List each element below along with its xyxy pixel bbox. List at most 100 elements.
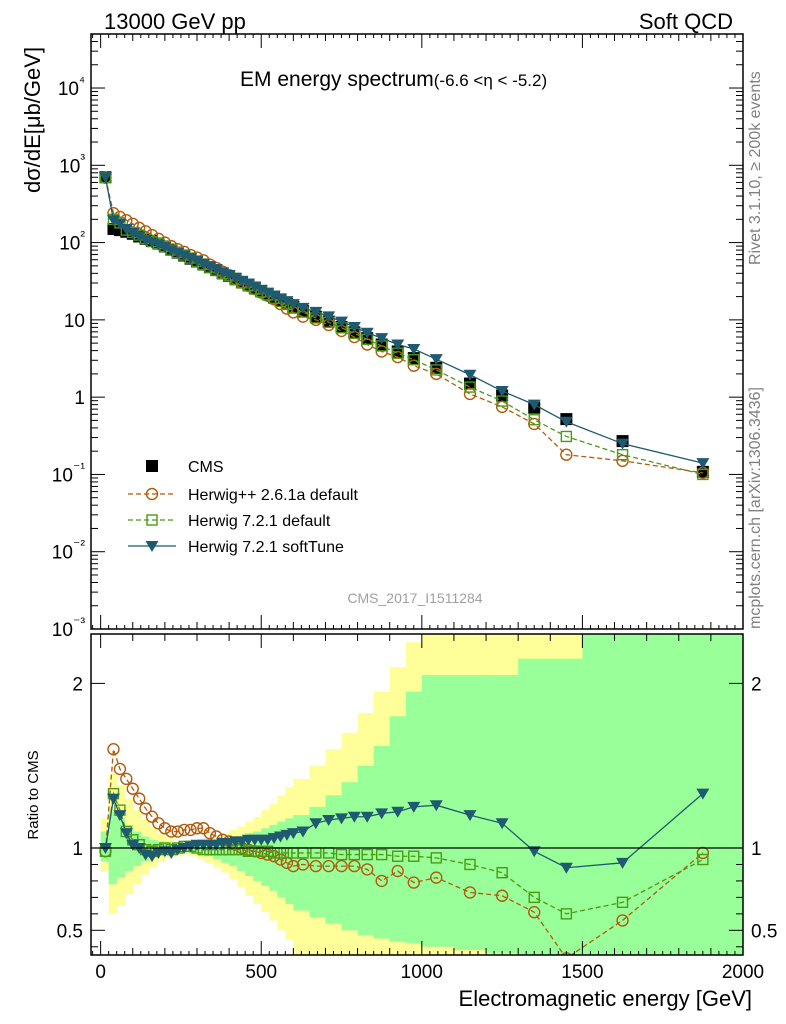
ratio-xtick-label: 1000 bbox=[401, 962, 443, 983]
main-data-point bbox=[273, 293, 287, 305]
green-band-bin bbox=[389, 716, 407, 942]
main-series-group bbox=[98, 171, 710, 481]
legend-marker bbox=[146, 514, 158, 526]
ratio-xtick-label: 1500 bbox=[561, 962, 603, 983]
ratio-data-point bbox=[249, 845, 261, 857]
main-ytick-base: 10 bbox=[59, 156, 80, 177]
main-data-point bbox=[254, 284, 268, 296]
main-data-point bbox=[429, 354, 443, 366]
main-ytick-label: 10⁻² bbox=[52, 537, 86, 564]
main-data-point bbox=[126, 228, 140, 240]
main-data-point bbox=[280, 296, 294, 308]
main-ylabel: dσ/dE[μb/GeV] bbox=[20, 47, 45, 193]
main-data-point bbox=[616, 438, 630, 450]
ratio-data-point bbox=[286, 828, 300, 840]
main-ytick-label: 10³ bbox=[59, 150, 85, 177]
ratio-data-point bbox=[113, 810, 127, 822]
ratio-data-point bbox=[361, 863, 374, 876]
ratio-data-point bbox=[274, 853, 287, 866]
green-band-bin bbox=[309, 806, 326, 918]
ratio-data-point bbox=[463, 810, 477, 822]
legend-label: CMS bbox=[188, 459, 224, 476]
main-data-point bbox=[463, 387, 477, 401]
main-data-point bbox=[335, 316, 349, 328]
ratio-data-point bbox=[261, 845, 274, 857]
green-band-bin bbox=[196, 844, 206, 855]
main-data-point bbox=[98, 172, 112, 184]
ratio-data-point bbox=[120, 772, 133, 786]
main-ytick-label: 10² bbox=[59, 228, 85, 255]
ratio-ytick-label-right: 0.5 bbox=[751, 921, 777, 942]
main-data-point bbox=[261, 287, 275, 299]
legend-label: Herwig 7.2.1 default bbox=[188, 513, 331, 530]
ratio-data-point bbox=[242, 845, 255, 857]
ratio-xtick-label: 0 bbox=[95, 962, 106, 983]
ratio-data-point bbox=[528, 906, 541, 919]
green-band-bin bbox=[550, 658, 583, 955]
main-ytick-exp: ² bbox=[80, 228, 85, 244]
main-ytick-exp: ⁴ bbox=[79, 73, 85, 89]
ratio-data-point bbox=[164, 847, 178, 859]
ratio-data-point bbox=[496, 866, 508, 879]
ratio-bands bbox=[100, 634, 744, 955]
ratio-data-point bbox=[430, 852, 442, 864]
green-band-bin bbox=[421, 675, 455, 947]
ratio-data-point bbox=[335, 813, 349, 825]
ratio-data-point bbox=[119, 828, 133, 840]
main-ytick-exp: ³ bbox=[80, 150, 85, 166]
ratio-series-line bbox=[104, 749, 704, 955]
ratio-data-point bbox=[190, 822, 204, 835]
green-band-bin bbox=[486, 675, 519, 954]
green-band-bin bbox=[188, 844, 198, 853]
main-series-line bbox=[104, 177, 704, 464]
main-data-point bbox=[463, 369, 477, 381]
main-data-point bbox=[119, 223, 133, 235]
main-ytick-label: 10⁻³ bbox=[52, 614, 86, 641]
main-data-point bbox=[347, 321, 361, 333]
green-band-bin bbox=[518, 658, 551, 955]
ratio-data-point bbox=[697, 853, 709, 866]
main-data-point bbox=[286, 299, 300, 311]
green-band-bin bbox=[293, 815, 310, 911]
main-ytick-label: 10⁻¹ bbox=[52, 459, 86, 486]
ratio-data-point bbox=[287, 859, 300, 873]
main-ytick-base: 10 bbox=[52, 465, 73, 486]
ratio-data-point bbox=[495, 889, 509, 902]
header-left: 13000 GeV pp bbox=[104, 9, 246, 34]
legend: CMS Herwig++ 2.6.1a default Herwig 7.2.1 d… bbox=[128, 459, 358, 556]
main-series-3 bbox=[98, 172, 710, 470]
ratio-data-point bbox=[430, 871, 443, 884]
main-ytick-base: 10 bbox=[52, 620, 73, 641]
plot-title-range: (-6.6 <η < -5.2) bbox=[434, 71, 547, 90]
ratio-ytick-label-right: 2 bbox=[751, 674, 762, 695]
main-data-point bbox=[296, 302, 310, 314]
legend-marker bbox=[145, 541, 159, 552]
main-series-2 bbox=[99, 172, 709, 481]
main-series-line bbox=[104, 177, 704, 476]
green-band-bin bbox=[405, 691, 423, 944]
main-data-point bbox=[616, 454, 629, 468]
green-band-bin bbox=[221, 839, 230, 863]
main-data-point bbox=[322, 311, 336, 323]
ratio-data-point bbox=[495, 818, 509, 830]
ratio-data-point bbox=[322, 859, 335, 873]
legend-marker bbox=[146, 460, 158, 472]
ratio-data-point bbox=[392, 850, 404, 862]
side-label-top: Rivet 3.1.10, ≥ 200k events bbox=[747, 71, 764, 265]
ratio-data-point bbox=[559, 862, 573, 874]
ratio-data-point bbox=[165, 825, 178, 838]
ratio-data-point bbox=[177, 823, 191, 837]
main-ytick-base: 10 bbox=[52, 543, 73, 564]
legend-label: Herwig 7.2.1 softTune bbox=[188, 539, 344, 556]
ratio-data-point bbox=[375, 874, 388, 888]
ratio-data-point bbox=[528, 891, 540, 904]
main-ytick-exp: ⁻³ bbox=[73, 614, 85, 630]
main-data-point bbox=[113, 218, 127, 230]
ratio-data-point bbox=[560, 908, 573, 920]
ratio-data-point bbox=[347, 811, 361, 823]
main-data-point bbox=[158, 242, 172, 254]
main-data-point bbox=[229, 272, 243, 284]
ratio-data-point bbox=[255, 845, 267, 857]
